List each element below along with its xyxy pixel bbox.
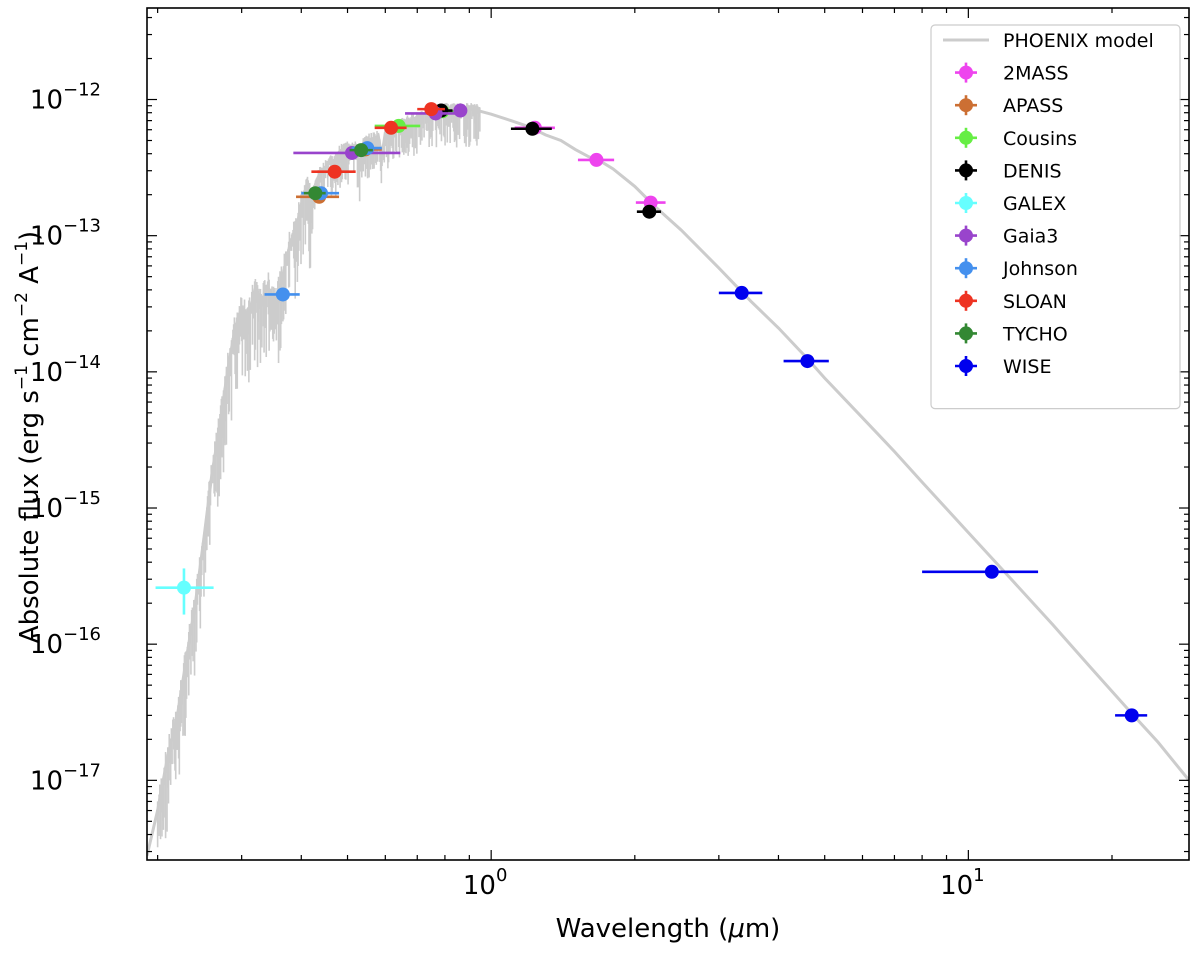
legend-item-sloan: SLOAN	[955, 290, 1067, 313]
legend-item-wise: WISE	[955, 356, 1051, 378]
data-point	[354, 143, 369, 158]
legend-marker	[959, 228, 973, 243]
legend-marker	[959, 359, 973, 373]
data-point	[800, 354, 815, 369]
legend-marker	[959, 98, 973, 113]
legend-item-denis: DENIS	[955, 160, 1062, 182]
y-tick-label: 10−14	[30, 352, 101, 388]
legend-label: Gaia3	[1003, 226, 1058, 248]
legend-label: APASS	[1003, 95, 1063, 117]
legend-item-2mass: 2MASS	[955, 62, 1069, 85]
y-tick-label-exp: −17	[63, 760, 101, 781]
data-point	[642, 204, 657, 219]
legend-label: TYCHO	[1002, 323, 1068, 345]
y-tick-label: 10−12	[30, 80, 101, 116]
y-axis-label-a: A	[15, 266, 45, 292]
legend-item-galex: GALEX	[955, 193, 1066, 215]
y-tick-label-base: 10	[30, 630, 63, 660]
data-point	[327, 164, 342, 179]
data-point	[525, 121, 540, 136]
y-axis-label-exp3: −1	[12, 241, 32, 266]
legend-item-gaia3: Gaia3	[955, 225, 1058, 248]
legend-label: DENIS	[1003, 160, 1062, 182]
series-wise	[718, 285, 1148, 723]
y-tick-label-base: 10	[30, 766, 63, 796]
y-axis-label: Absolute flux (erg s−1 cm−2 A−1)	[12, 231, 45, 643]
y-tick-label-exp: −15	[63, 488, 101, 509]
legend-label: WISE	[1003, 356, 1051, 378]
y-tick-label-exp: −13	[63, 216, 101, 237]
data-point	[176, 580, 191, 595]
legend-item-tycho: TYCHO	[955, 323, 1068, 345]
x-tick-label-base: 10	[463, 871, 496, 901]
data-point	[453, 103, 468, 118]
legend-label: GALEX	[1003, 193, 1066, 215]
legend-label: 2MASS	[1003, 63, 1069, 85]
y-tick-label-base: 10	[30, 494, 63, 524]
series-tycho	[303, 143, 373, 201]
legend: PHOENIX model 2MASS APASS Cousins DENIS GALEX…	[930, 24, 1181, 410]
model-spectrum-lines	[156, 102, 481, 848]
y-tick-label-exp: −14	[63, 352, 101, 373]
y-axis-label-close: )	[15, 231, 45, 241]
x-axis-label-mu: μ	[727, 914, 745, 944]
y-tick-label-exp: −12	[63, 80, 101, 101]
y-tick-label: 10−16	[30, 624, 101, 660]
y-tick-label-base: 10	[30, 222, 63, 252]
data-point	[384, 120, 399, 135]
legend-label: SLOAN	[1003, 291, 1067, 313]
x-axis-label: Wavelength (μm)	[556, 914, 781, 944]
legend-item-johnson: Johnson	[955, 258, 1078, 280]
legend-label: Johnson	[1002, 258, 1078, 280]
x-tick-label: 101	[940, 865, 985, 901]
data-point	[308, 186, 323, 201]
y-tick-label: 10−17	[30, 760, 101, 796]
plot-frame	[146, 7, 1190, 861]
y-tick-label: 10−15	[30, 488, 101, 524]
x-tick-label: 100	[463, 865, 508, 901]
legend-item-apass: APASS	[955, 95, 1063, 117]
series-galex	[155, 568, 214, 615]
legend-marker	[959, 65, 973, 80]
data-point	[589, 152, 604, 167]
legend-item-model: PHOENIX model	[943, 30, 1154, 52]
x-axis-label-text: Wavelength (	[556, 914, 729, 944]
y-axis-label-exp1: −1	[12, 365, 32, 390]
legend-marker	[959, 130, 973, 145]
legend-marker	[959, 261, 973, 276]
y-axis-label-text: Absolute flux (erg s	[15, 390, 45, 643]
x-tick-label-exp: 1	[973, 865, 984, 886]
y-tick-label-base: 10	[30, 358, 63, 388]
plot-area	[147, 102, 1189, 856]
legend-label: Cousins	[1003, 128, 1077, 150]
legend-marker	[959, 196, 973, 210]
data-point	[1124, 708, 1139, 723]
legend-marker	[959, 293, 973, 308]
data-point	[984, 564, 999, 579]
legend-label-model: PHOENIX model	[1003, 30, 1154, 52]
legend-marker	[959, 163, 973, 178]
data-point	[275, 287, 290, 302]
x-axis-label-unit: m)	[745, 914, 780, 944]
x-tick-label-base: 10	[940, 871, 973, 901]
data-point	[734, 285, 749, 300]
x-tick-label-exp: 0	[496, 865, 507, 886]
legend-marker	[959, 326, 973, 341]
data-point	[424, 102, 439, 117]
y-axis-label-exp2: −2	[12, 292, 32, 317]
y-tick-label-exp: −16	[63, 624, 101, 645]
legend-item-cousins: Cousins	[955, 127, 1077, 150]
legend-box	[930, 24, 1181, 410]
y-tick-label-base: 10	[30, 86, 63, 116]
y-axis-label-cm: cm	[15, 317, 45, 365]
y-tick-label: 10−13	[30, 216, 101, 252]
series-sloan	[311, 102, 445, 179]
